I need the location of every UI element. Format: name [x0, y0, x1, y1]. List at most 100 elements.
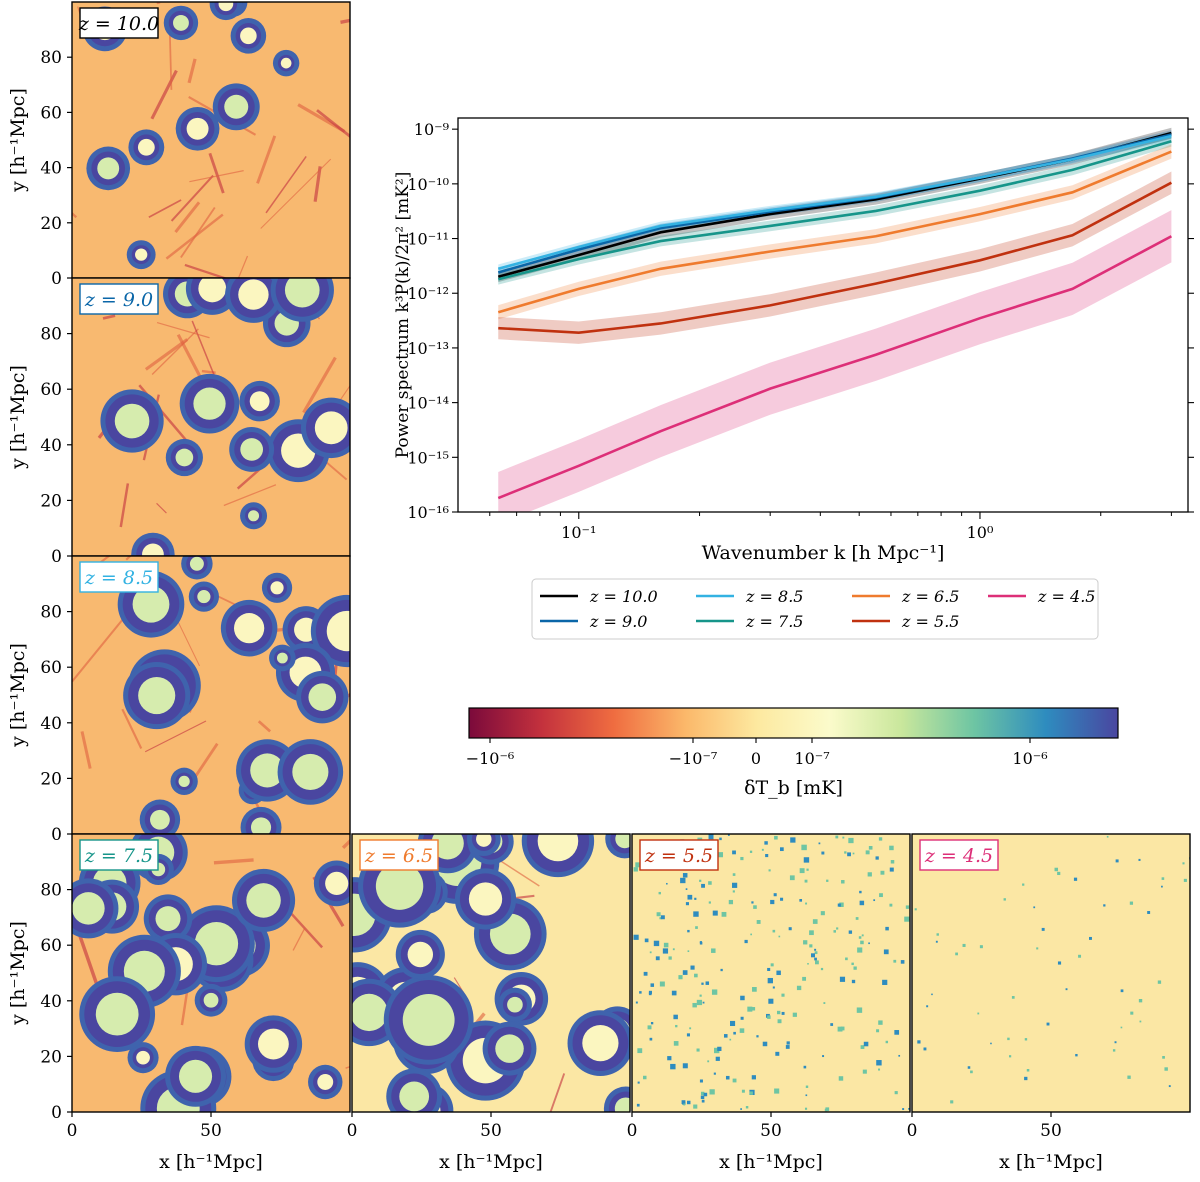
chart-y-tick-label: 10⁻¹⁵	[407, 448, 449, 467]
map-speck	[936, 933, 939, 936]
colorbar-tick-label: 10⁻⁷	[794, 749, 829, 768]
map-bubble-interior	[468, 882, 503, 916]
y-axis-label: y [h⁻¹Mpc]	[7, 643, 29, 748]
map-speck	[711, 989, 718, 995]
y-tick-label: 0	[51, 547, 62, 567]
map-speck	[703, 1092, 708, 1097]
map-speck	[875, 856, 879, 860]
map-panel: z = 8.5 0 20 40 60 80 y [h⁻¹Mpc]	[7, 555, 351, 845]
map-speck	[732, 890, 735, 893]
map-bubble-interior	[495, 1034, 524, 1063]
map-speck	[894, 1091, 898, 1095]
map-speck	[868, 845, 873, 850]
map-speck	[690, 965, 695, 970]
chart-y-tick-label: 10⁻¹¹	[407, 230, 449, 249]
map-speck	[687, 929, 690, 933]
map-speck	[778, 935, 781, 938]
map-speck	[673, 1014, 678, 1020]
map-speck	[1057, 871, 1061, 876]
legend-label: z = 10.0	[589, 587, 658, 606]
map-bubble-interior	[150, 809, 170, 830]
map-bubble-interior	[238, 279, 269, 310]
map-z-label: z = 7.5	[79, 839, 159, 871]
map-speck	[695, 926, 698, 929]
map-speck	[977, 1012, 980, 1015]
series-line	[497, 235, 1173, 500]
map-speck	[879, 893, 883, 898]
map-speck	[803, 1065, 807, 1069]
map-speck	[863, 1041, 869, 1047]
colorbar: −10⁻⁶ −10⁻⁷ 0 10⁻⁷ 10⁻⁶ δT_b [mK]	[466, 707, 1119, 799]
map-speck	[708, 901, 711, 904]
y-tick-label: 40	[40, 159, 62, 179]
map-speck	[699, 879, 702, 882]
z-label-text: z = 6.5	[364, 845, 433, 867]
map-speck	[880, 870, 885, 875]
map-speck	[740, 1108, 742, 1110]
z-label-box	[79, 7, 159, 39]
x-tick-label: 0	[67, 1121, 78, 1141]
map-speck	[1120, 989, 1124, 993]
map-filament	[144, 338, 189, 371]
map-speck	[762, 1041, 768, 1047]
colorbar-tick-label: 10⁻⁶	[1012, 749, 1047, 768]
map-speck	[979, 945, 983, 949]
map-speck	[700, 1095, 705, 1100]
z-label-text: z = 7.5	[84, 845, 153, 867]
map-speck	[917, 1040, 921, 1044]
y-tick-label: 40	[40, 714, 62, 734]
map-filament	[121, 708, 143, 749]
map-bubble-interior	[407, 941, 434, 968]
map-speck	[693, 1104, 698, 1109]
map-speck	[785, 1045, 790, 1049]
map-bubble-interior	[138, 676, 176, 715]
y-tick-label: 40	[40, 436, 62, 456]
x-tick-label: 0	[907, 1121, 918, 1141]
map-bubble-interior	[173, 14, 189, 31]
map-speck	[792, 1012, 797, 1017]
map-bubble-interior	[240, 27, 257, 45]
y-axis-label: y [h⁻¹Mpc]	[7, 365, 29, 470]
map-speck	[814, 951, 818, 955]
map-speck	[852, 852, 855, 855]
chart-y-tick-label: 10⁻¹²	[407, 284, 449, 303]
map-speck	[658, 891, 661, 895]
map-speck	[670, 1063, 676, 1070]
map-speck	[1078, 954, 1082, 958]
map-speck	[1127, 1075, 1131, 1079]
map-bubble-interior	[137, 138, 155, 156]
y-tick-label: 60	[40, 658, 62, 678]
chart-x-axis-label: Wavenumber k [h Mpc⁻¹]	[702, 542, 945, 564]
y-tick-label: 60	[40, 936, 62, 956]
map-speck	[776, 1010, 781, 1015]
map-speck	[799, 868, 805, 874]
map-speck	[659, 981, 665, 987]
map-speck	[650, 983, 655, 987]
map-speck	[696, 999, 703, 1006]
map-bubble-interior	[249, 391, 270, 412]
map-speck	[885, 926, 889, 931]
map-speck	[680, 877, 686, 884]
map-speck	[856, 1007, 863, 1013]
map-panel: z = 7.5 0 20 40 60 80 y [h⁻¹Mpc] 0 50 x [h⁻¹Mpc]	[7, 833, 351, 1173]
map-filament	[165, 213, 224, 260]
map-speck	[675, 1024, 678, 1028]
map-speck	[655, 956, 660, 961]
map-speck	[711, 948, 716, 953]
map-speck	[644, 938, 649, 943]
colorbar-tick-label: −10⁻⁶	[466, 749, 515, 768]
z-label-text: z = 9.0	[84, 289, 153, 311]
map-filament	[549, 1073, 566, 1112]
map-bubble-interior	[250, 817, 272, 834]
y-tick-label: 80	[40, 325, 62, 345]
map-speck	[750, 933, 752, 936]
map-speck	[1138, 858, 1141, 861]
map-speck	[1024, 1076, 1028, 1081]
map-bubble-interior	[218, 2, 234, 12]
map-speck	[660, 915, 665, 920]
legend-label: z = 6.5	[901, 587, 959, 606]
y-tick-label: 0	[51, 269, 62, 289]
map-speck	[633, 867, 638, 872]
map-speck	[767, 977, 773, 984]
map-speck	[712, 910, 718, 916]
